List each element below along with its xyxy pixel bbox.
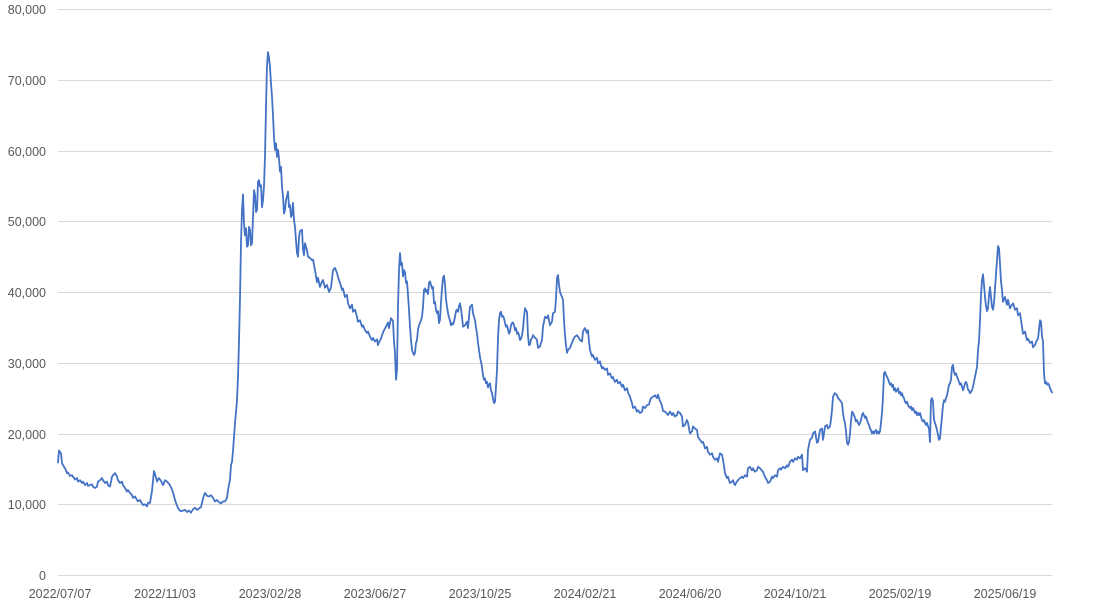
x-axis-label: 2022/07/07 [29,587,92,601]
y-axis-label: 30,000 [8,357,46,371]
x-axis-label: 2023/10/25 [449,587,512,601]
x-axis-label: 2023/02/28 [239,587,302,601]
y-axis-label: 40,000 [8,286,46,300]
x-axis-label: 2024/10/21 [764,587,827,601]
x-axis-label: 2023/06/27 [344,587,407,601]
y-axis-label: 70,000 [8,74,46,88]
y-axis-label: 0 [39,569,46,583]
gridlines-layer [58,9,1052,576]
x-axis-label: 2024/02/21 [554,587,617,601]
y-axis-label: 20,000 [8,428,46,442]
y-axis-label: 10,000 [8,498,46,512]
x-axis-label: 2024/06/20 [659,587,722,601]
series-layer [57,51,1053,514]
y-axis-label: 80,000 [8,3,46,17]
series-line [57,51,1053,514]
x-axis-label: 2025/06/19 [974,587,1037,601]
x-axis-labels: 2022/07/07 2022/11/03 2023/02/28 2023/06/27… [29,587,1037,601]
y-axis-label: 50,000 [8,215,46,229]
x-axis-label: 2025/02/19 [869,587,932,601]
x-axis-label: 2022/11/03 [134,587,196,601]
y-axis-label: 60,000 [8,145,46,159]
y-axis-labels: 0 10,000 20,000 30,000 40,000 50,000 60,000 70,… [8,3,46,583]
